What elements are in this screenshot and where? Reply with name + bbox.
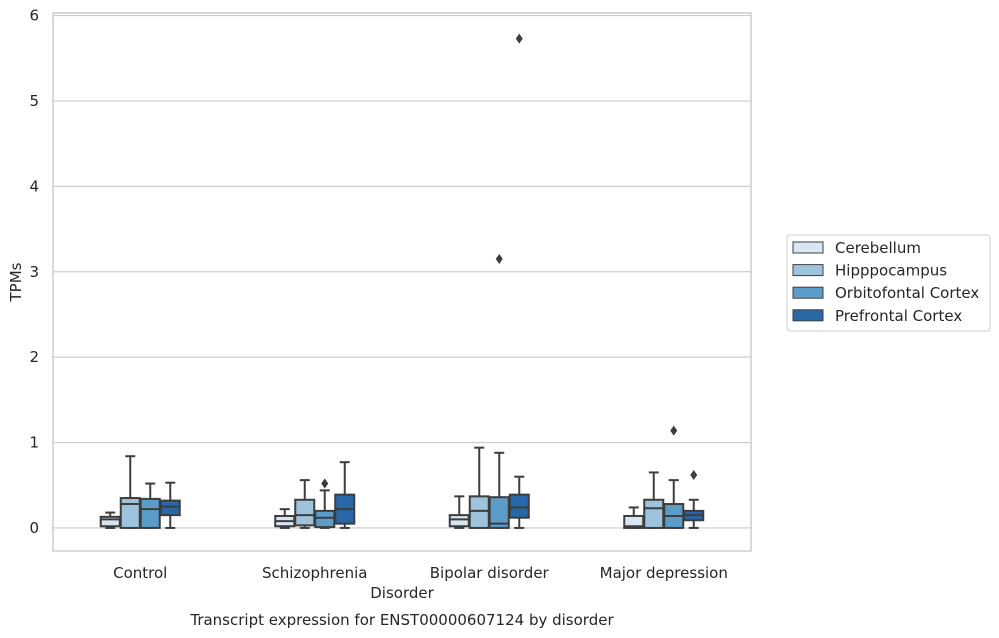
box-cerebellum [99,511,121,529]
box-iqr [508,493,530,519]
box-plots [99,33,705,529]
legend-label: Orbitofontal Cortex [835,284,979,302]
outlier-point [321,478,329,489]
outlier-point [515,33,523,44]
box-iqr [448,514,470,528]
chart-caption: Transcript expression for ENST0000060712… [189,611,614,629]
box-cerebellum [274,508,296,529]
box-hipppocampus [119,455,141,529]
plot-area [52,12,752,552]
box-prefrontal-cortex [683,469,705,529]
box-iqr [314,509,336,529]
box-iqr [159,499,181,517]
legend-swatch [792,286,824,299]
box-iqr [139,497,161,529]
box-prefrontal-cortex [334,461,356,529]
legend-swatch [792,241,824,254]
y-tick-label: 1 [29,434,39,452]
y-tick-label: 2 [29,348,39,366]
outlier-point [495,253,503,264]
outlier-point [690,469,698,480]
box-orbitofontal-cortex [663,425,685,529]
x-tick-label: Schizophrenia [262,564,367,582]
y-tick-label: 0 [29,519,39,537]
legend: Cerebellum Hipppocampus Orbitofontal Corte… [786,234,991,332]
legend-label: Cerebellum [835,239,921,257]
box-prefrontal-cortex [159,481,181,529]
box-hipppocampus [294,479,316,529]
box-cerebellum [448,495,470,529]
x-tick-label: Control [113,564,167,582]
box-orbitofontal-cortex [488,253,510,529]
y-tick-label: 6 [29,7,39,25]
y-axis-ticks: 0 1 2 3 4 5 6 [29,7,39,537]
y-tick-label: 5 [29,92,39,110]
grid-lines [53,14,751,529]
box-hipppocampus [468,446,490,529]
box-orbitofontal-cortex [314,478,336,529]
box-orbitofontal-cortex [139,482,161,529]
y-tick-label: 4 [29,177,39,195]
box-iqr [119,497,141,529]
y-axis-label: TPMs [7,262,25,302]
x-tick-label: Major depression [600,564,728,582]
legend-swatch [792,309,824,322]
box-iqr [294,498,316,527]
box-cerebellum [623,506,645,529]
legend-swatch [792,264,824,277]
y-tick-label: 3 [29,263,39,281]
x-axis-ticks: Control Schizophrenia Bipolar disorder Majo… [113,564,728,582]
x-tick-label: Bipolar disorder [430,564,550,582]
legend-label: Prefrontal Cortex [835,307,962,325]
legend-frame [786,234,991,332]
box-hipppocampus [643,471,665,529]
box-prefrontal-cortex [508,33,530,529]
outlier-point [670,425,678,436]
box-iqr [99,515,121,528]
x-axis-label: Disorder [370,584,434,602]
box-iqr [643,498,665,529]
legend-label: Hipppocampus [835,262,947,280]
box-iqr [468,495,490,529]
